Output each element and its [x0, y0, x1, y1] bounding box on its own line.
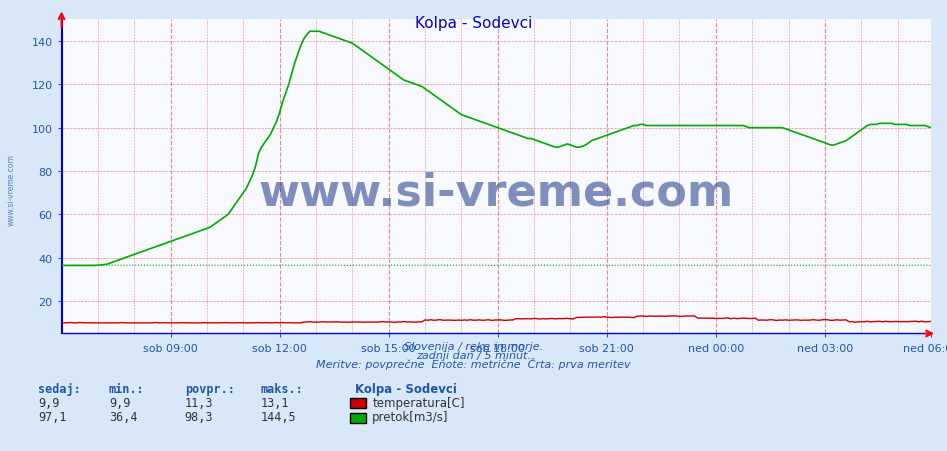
Text: 11,3: 11,3 — [185, 396, 213, 409]
Text: min.:: min.: — [109, 382, 145, 396]
Text: Meritve: povprečne  Enote: metrične  Črta: prva meritev: Meritve: povprečne Enote: metrične Črta:… — [316, 358, 631, 369]
Text: 9,9: 9,9 — [109, 396, 131, 409]
Text: 98,3: 98,3 — [185, 410, 213, 423]
Text: sedaj:: sedaj: — [38, 382, 80, 396]
Text: pretok[m3/s]: pretok[m3/s] — [372, 410, 449, 423]
Text: maks.:: maks.: — [260, 382, 303, 396]
Text: povpr.:: povpr.: — [185, 382, 235, 396]
Text: 13,1: 13,1 — [260, 396, 289, 409]
Text: www.si-vreme.com: www.si-vreme.com — [7, 153, 16, 226]
Text: Slovenija / reke in morje.: Slovenija / reke in morje. — [404, 341, 543, 351]
Text: 97,1: 97,1 — [38, 410, 66, 423]
Text: 9,9: 9,9 — [38, 396, 60, 409]
Text: Kolpa - Sodevci: Kolpa - Sodevci — [355, 382, 457, 396]
Text: zadnji dan / 5 minut.: zadnji dan / 5 minut. — [416, 350, 531, 360]
Text: Kolpa - Sodevci: Kolpa - Sodevci — [415, 16, 532, 31]
Text: 36,4: 36,4 — [109, 410, 137, 423]
Text: temperatura[C]: temperatura[C] — [372, 396, 465, 409]
Text: www.si-vreme.com: www.si-vreme.com — [259, 171, 734, 214]
Text: 144,5: 144,5 — [260, 410, 296, 423]
